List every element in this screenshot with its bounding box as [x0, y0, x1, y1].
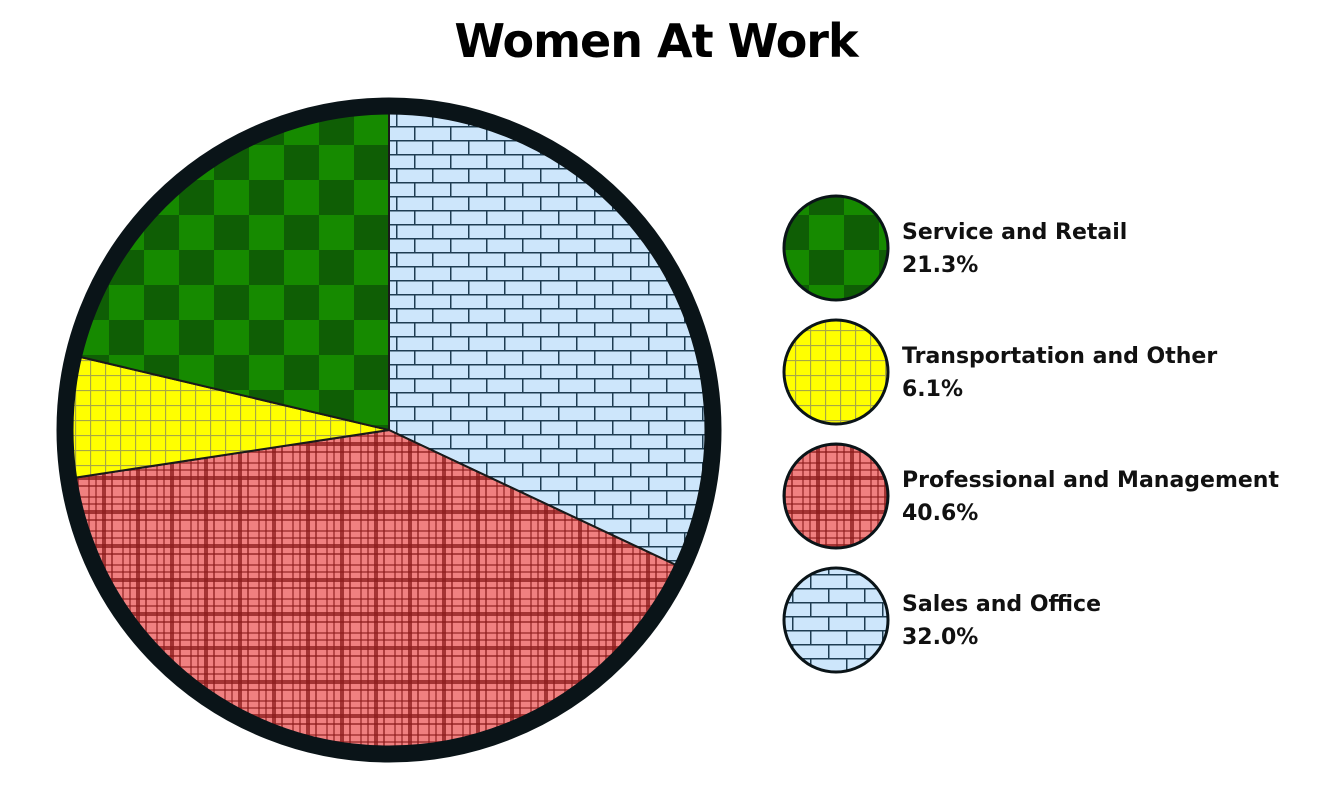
pie-outer-ring — [56, 97, 722, 763]
legend-value-transportation-and-other: 6.1% — [902, 377, 963, 402]
legend: Service and Retail 21.3% Transportation an… — [782, 194, 1279, 674]
legend-label-professional-and-management: Professional and Management — [902, 468, 1279, 493]
legend-swatch-sales-and-office — [782, 566, 890, 674]
legend-swatch-transportation-and-other — [782, 318, 890, 426]
legend-value-sales-and-office: 32.0% — [902, 625, 978, 650]
legend-label-transportation-and-other: Transportation and Other — [902, 344, 1217, 369]
legend-value-service-and-retail: 21.3% — [902, 253, 978, 278]
legend-value-professional-and-management: 40.6% — [902, 501, 978, 526]
legend-label-service-and-retail: Service and Retail — [902, 220, 1127, 245]
legend-swatch-professional-and-management — [782, 442, 890, 550]
legend-swatch-service-and-retail — [782, 194, 890, 302]
chart-title: Women At Work — [454, 14, 858, 68]
pie-slices — [71, 111, 707, 748]
legend-label-sales-and-office: Sales and Office — [902, 592, 1101, 617]
